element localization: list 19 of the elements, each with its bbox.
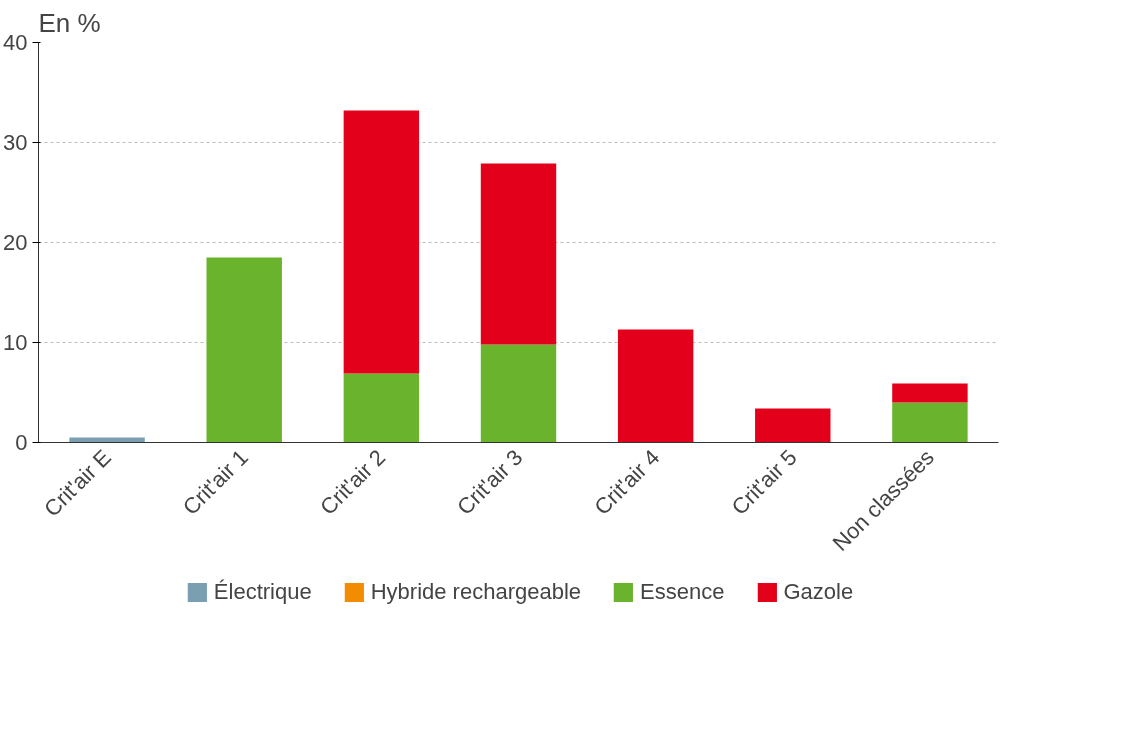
y-tick-label: 10 (3, 330, 28, 355)
legend-label: Essence (640, 579, 725, 605)
legend-label: Électrique (213, 579, 312, 605)
y-tick-label: 40 (3, 30, 28, 55)
bar (343, 110, 420, 374)
y-tick-label: 20 (3, 230, 28, 255)
legend-label: Gazole (783, 579, 854, 605)
bar (892, 402, 968, 443)
y-tick-label: 0 (15, 430, 28, 455)
legend-label: Hybride rechargeable (370, 579, 582, 605)
bar (892, 383, 968, 403)
y-axis-title: En % (38, 7, 101, 38)
y-tick-label: 30 (3, 130, 28, 155)
bar (480, 163, 557, 345)
bar (755, 408, 831, 443)
bar (480, 344, 557, 443)
bar (206, 257, 282, 443)
bar (617, 329, 694, 443)
bar (343, 373, 420, 443)
